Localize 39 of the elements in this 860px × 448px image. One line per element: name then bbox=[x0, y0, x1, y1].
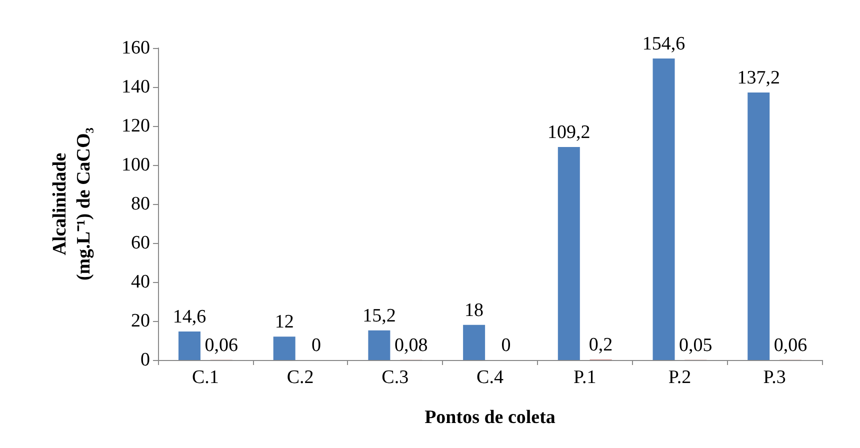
bar bbox=[558, 147, 580, 360]
data-label: 0 bbox=[501, 335, 511, 356]
x-tick-label: P.2 bbox=[668, 367, 692, 388]
y-tick-label: 120 bbox=[122, 116, 150, 136]
bar bbox=[178, 332, 200, 360]
data-label: 0 bbox=[311, 335, 321, 356]
y-tick-label: 140 bbox=[122, 76, 150, 98]
x-tick-label: C.4 bbox=[476, 367, 504, 388]
bar bbox=[748, 92, 770, 360]
x-axis-title: Pontos de coleta bbox=[424, 407, 556, 428]
data-label: 0,06 bbox=[774, 334, 808, 356]
data-label: 15,2 bbox=[362, 305, 396, 326]
x-tick-label: C.3 bbox=[382, 367, 409, 388]
data-label: 0,08 bbox=[394, 334, 428, 356]
y-tick-label: 0 bbox=[140, 350, 150, 370]
data-label: 12 bbox=[274, 312, 294, 333]
data-label: 0,2 bbox=[588, 334, 613, 356]
data-label: 154,6 bbox=[642, 34, 686, 55]
data-label: 18 bbox=[464, 300, 484, 321]
y-tick-label: 40 bbox=[131, 272, 150, 292]
bar bbox=[368, 330, 390, 360]
data-label: 0,06 bbox=[204, 334, 238, 356]
data-label: 14,6 bbox=[172, 306, 206, 328]
data-label: 109,2 bbox=[548, 122, 590, 144]
data-label: 137,2 bbox=[737, 67, 780, 88]
x-tick-label: P.3 bbox=[763, 367, 786, 388]
x-tick-label: C.1 bbox=[192, 367, 219, 388]
bar bbox=[273, 336, 296, 360]
bar bbox=[652, 58, 675, 360]
bar bbox=[463, 324, 486, 360]
x-tick-label: P.1 bbox=[574, 367, 596, 388]
y-tick-label: 160 bbox=[122, 38, 150, 58]
y-tick-label: 100 bbox=[122, 154, 150, 176]
y-tick-label: 60 bbox=[131, 232, 150, 254]
data-label: 0,05 bbox=[679, 334, 712, 356]
x-tick-label: C.2 bbox=[286, 367, 314, 388]
y-tick-label: 20 bbox=[131, 310, 150, 332]
y-axis-title: Alcalinidade (mg.L⁻¹) de CaCO₃ bbox=[50, 127, 94, 281]
y-tick-label: 80 bbox=[131, 194, 150, 214]
